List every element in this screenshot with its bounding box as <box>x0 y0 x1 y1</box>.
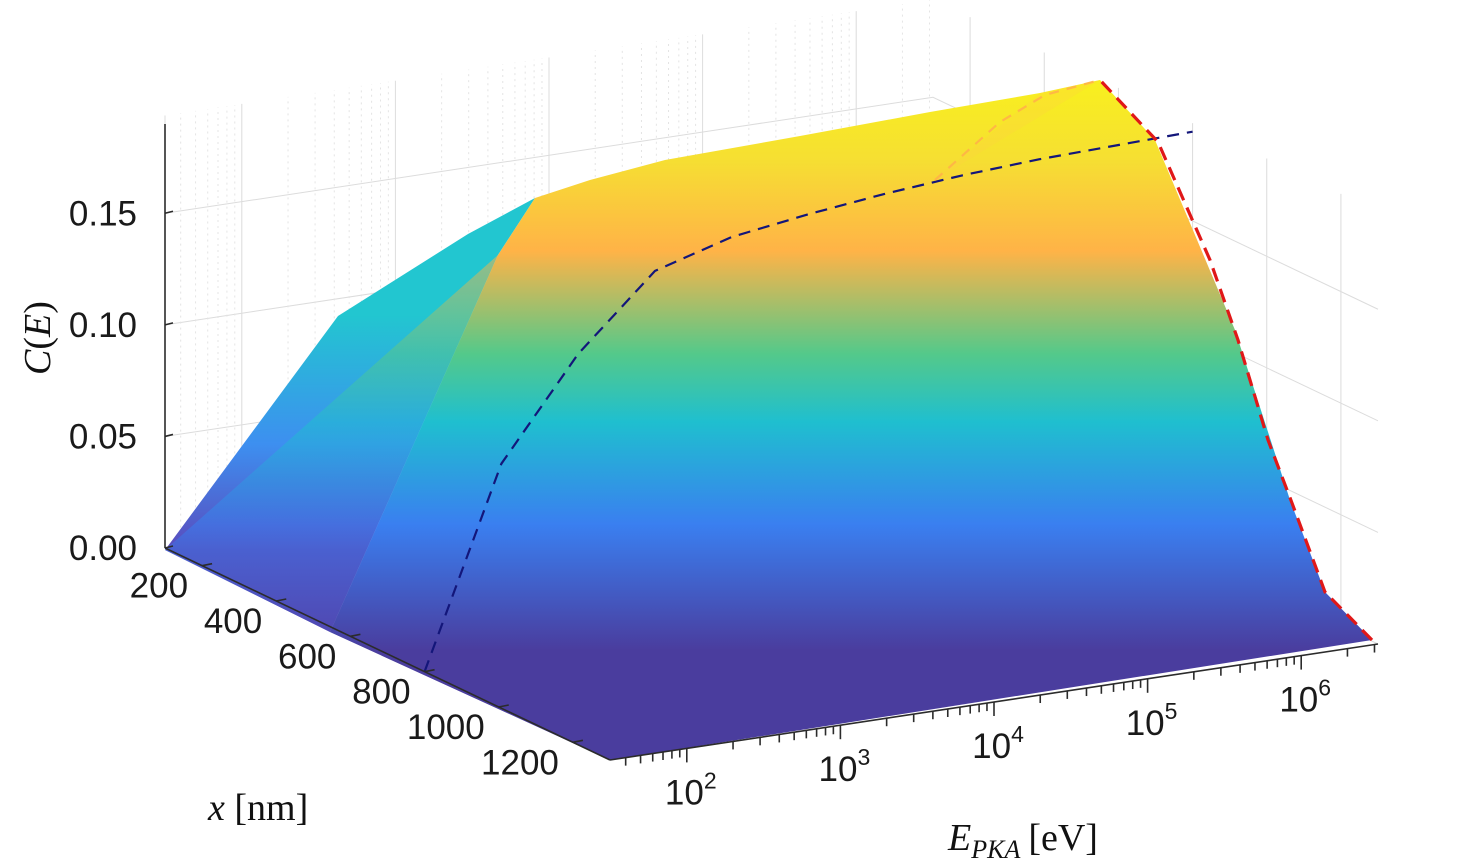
e-tick-base: 10 <box>1126 704 1165 743</box>
e-tick-base: 10 <box>972 727 1011 766</box>
x-axis-label-unit: [nm] <box>234 787 308 829</box>
z-tick-label: 0.00 <box>69 529 137 568</box>
x-tick-label: 400 <box>204 602 262 641</box>
x-axis-line <box>164 547 611 761</box>
z-tick-mark <box>164 433 174 438</box>
x-tick-mark <box>424 668 435 673</box>
e-axis-label-var: E <box>947 817 971 859</box>
profile-curves <box>423 78 1374 673</box>
z-tick-mark <box>164 545 174 549</box>
x-tick-label: 600 <box>278 637 336 676</box>
x-tick-label: 1000 <box>407 708 485 747</box>
z-axis-label-var: E <box>17 314 59 338</box>
x-tick-mark <box>276 598 287 602</box>
e-tick-exp: 6 <box>1318 675 1331 701</box>
surface-top-face <box>330 80 1372 760</box>
surface-front-face <box>165 255 610 760</box>
z-tick-mark <box>164 210 174 215</box>
z-axis-label-c: C <box>17 349 59 375</box>
z-gridline <box>164 96 1379 310</box>
z-tick-label: 0.15 <box>69 194 137 233</box>
e-tick-label: 105 <box>1126 698 1178 743</box>
e-tick-label: 106 <box>1279 675 1331 720</box>
x-tick-mark <box>201 562 213 567</box>
e-tick-exp: 3 <box>857 744 870 770</box>
e-tick-base: 10 <box>1279 681 1318 720</box>
e-tick-exp: 2 <box>704 767 717 793</box>
profile-curve-blue <box>423 130 1193 673</box>
e-tick-base: 10 <box>665 773 704 812</box>
x-tick-label: 1200 <box>481 743 559 782</box>
x-tick-label: 200 <box>130 567 188 606</box>
z-tick-mark <box>164 322 174 326</box>
e-tick-label: 102 <box>665 767 717 812</box>
x-axis-label-var: x <box>207 787 225 829</box>
e-tick-exp: 5 <box>1165 698 1178 724</box>
z-axis-label: C(E) <box>17 301 59 375</box>
e-axis-label-unit: [eV] <box>1028 817 1098 859</box>
e-tick-base: 10 <box>819 750 858 789</box>
x-tick-mark <box>572 739 584 744</box>
x-tick-mark <box>498 704 509 708</box>
z-tick-label: 0.05 <box>69 417 137 456</box>
e-axis-label-sub: PKA <box>970 835 1020 862</box>
x-tick-mark <box>350 633 361 638</box>
surface <box>165 80 1372 760</box>
e-tick-label: 103 <box>819 744 871 789</box>
e-tick-exp: 4 <box>1011 721 1024 747</box>
e-tick-label: 104 <box>972 721 1024 766</box>
z-axis-label-paren-close: ) <box>17 301 59 314</box>
z-axis-label-paren-open: ( <box>17 337 59 350</box>
x-tick-label: 800 <box>352 673 410 712</box>
e-axis-label: EPKA [eV] <box>947 817 1098 862</box>
x-axis-label: x [nm] <box>207 787 308 829</box>
z-tick-label: 0.10 <box>69 306 137 345</box>
profile-curve-orange <box>934 78 1101 181</box>
